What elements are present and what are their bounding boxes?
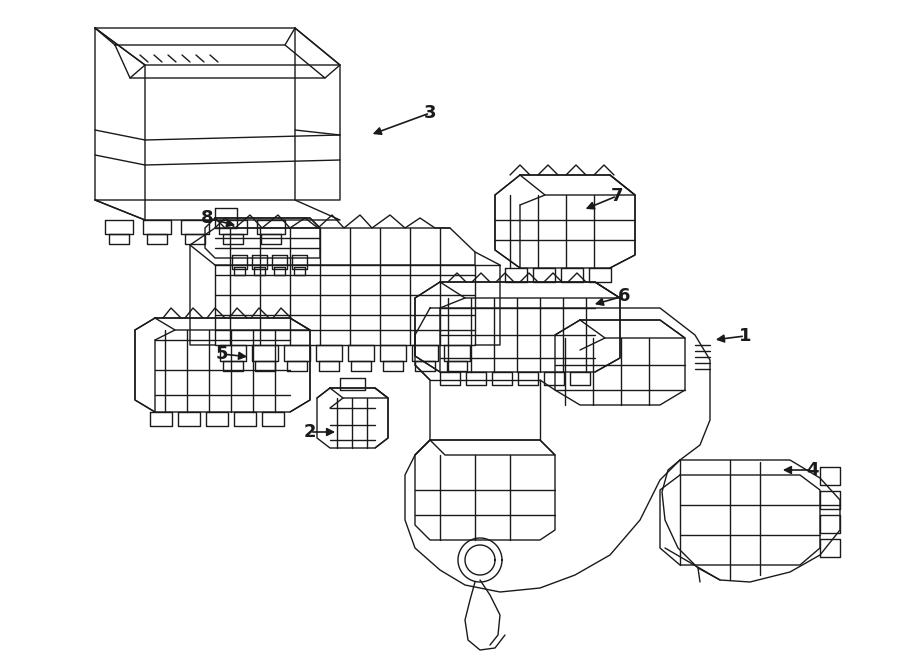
Text: 2: 2 <box>304 423 316 441</box>
Text: 8: 8 <box>201 209 213 227</box>
Text: 1: 1 <box>739 327 752 345</box>
Text: 7: 7 <box>611 187 623 205</box>
Text: 6: 6 <box>617 287 630 305</box>
Text: 3: 3 <box>424 104 436 122</box>
Text: 5: 5 <box>216 345 229 363</box>
Text: 4: 4 <box>806 461 818 479</box>
